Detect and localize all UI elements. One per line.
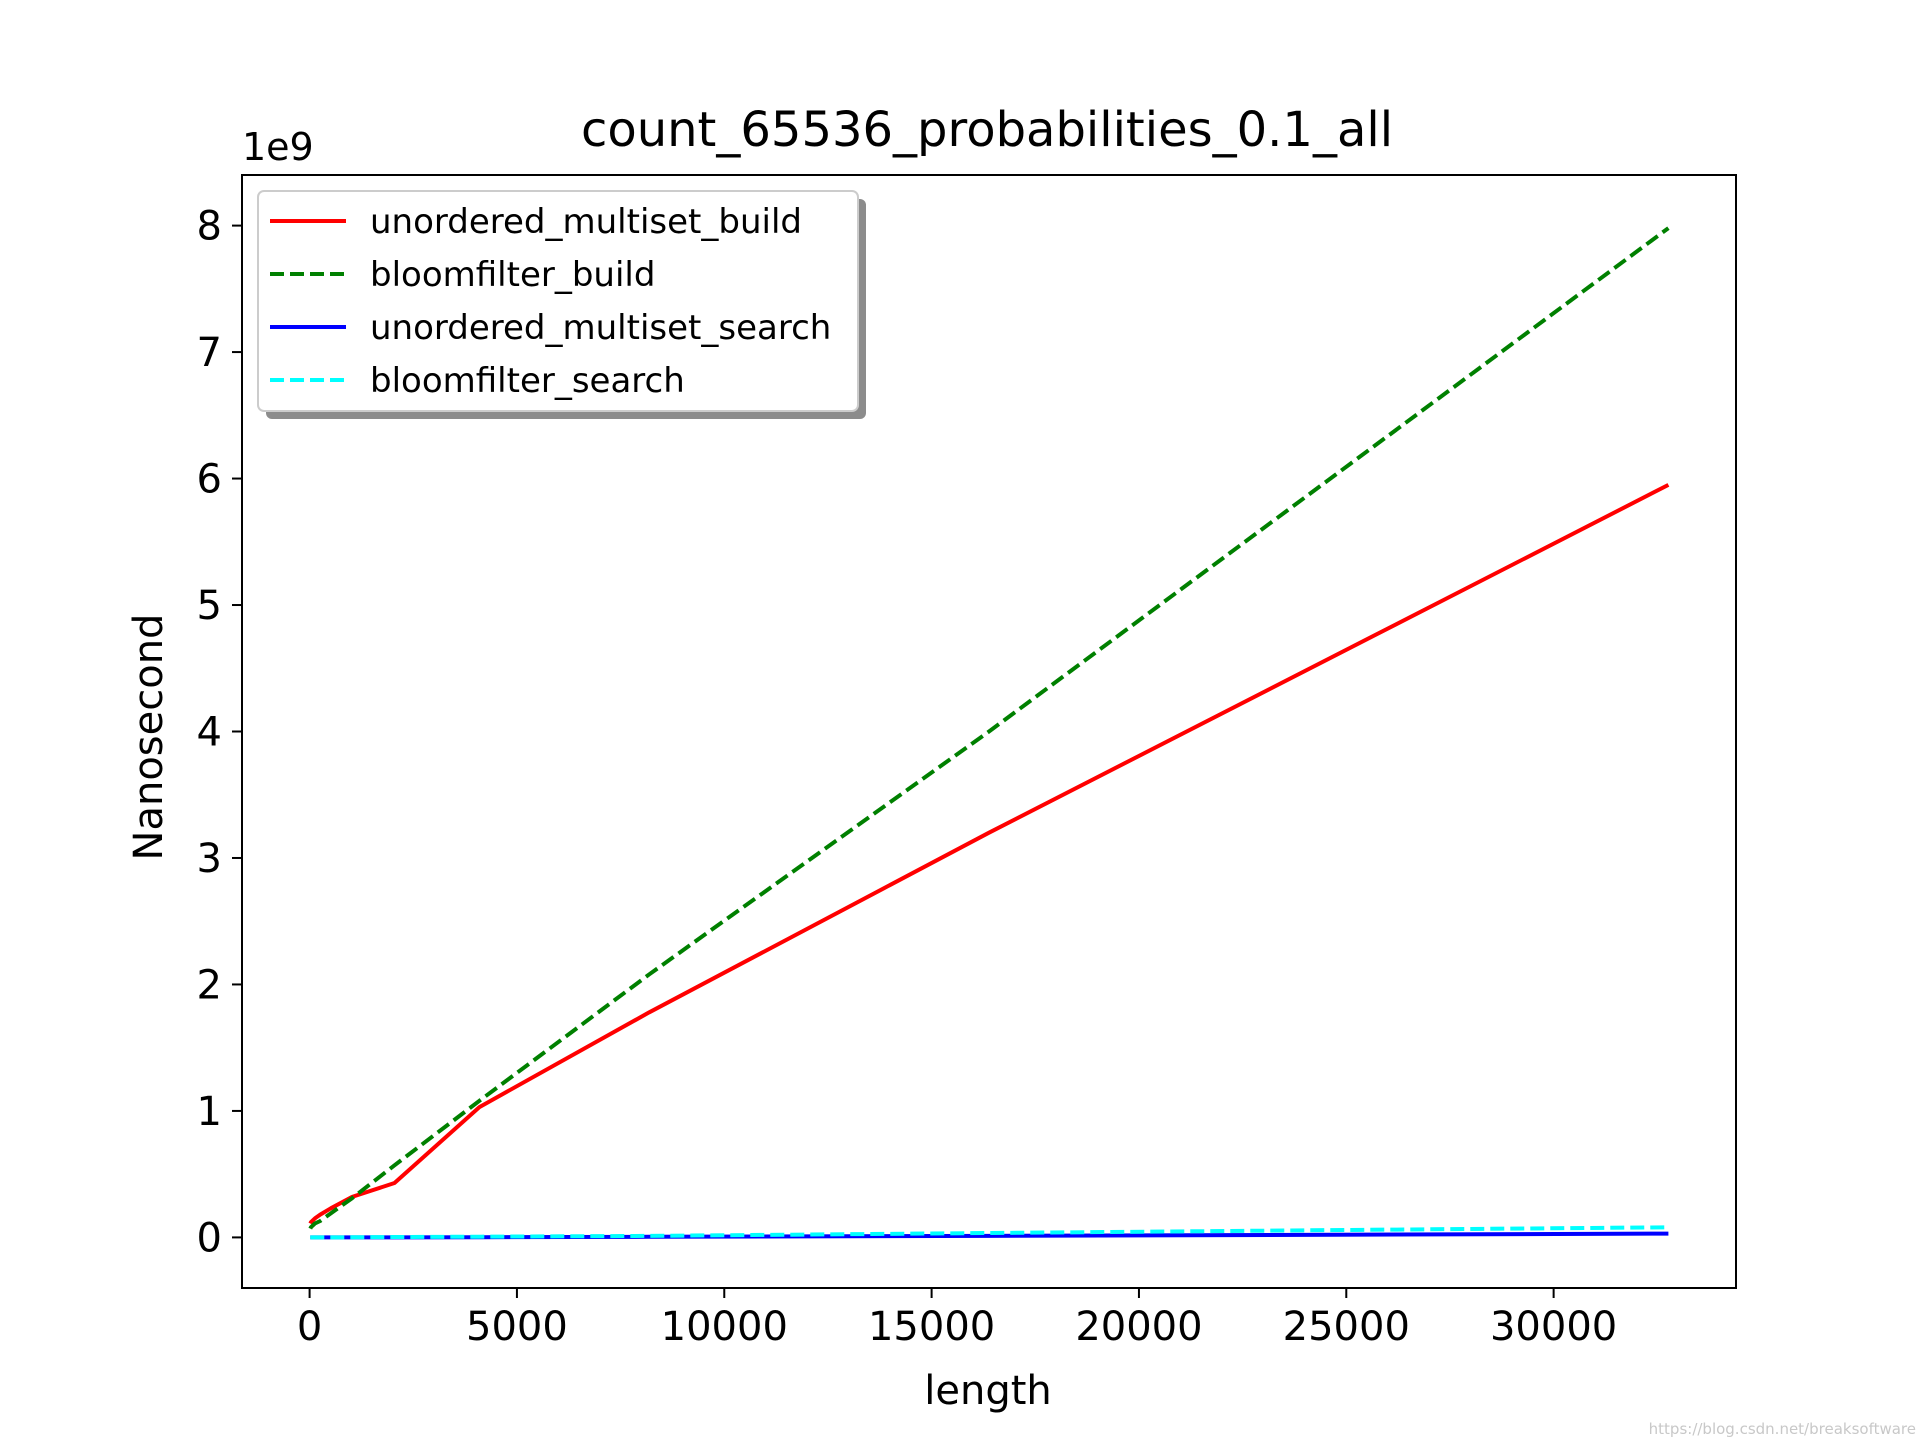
x-tick-label: 20000 [1075, 1304, 1202, 1350]
y-tick-label: 7 [197, 330, 222, 376]
legend-label: unordered_multiset_search [370, 308, 831, 348]
y-axis-offset-label: 1e9 [242, 125, 314, 169]
series-line-unordered-multiset-build [308, 483, 1670, 1225]
y-tick-label: 1 [197, 1089, 222, 1135]
chart-title: count_65536_probabilities_0.1_all [581, 102, 1393, 158]
series-line-bloomfilter-search [308, 1225, 1669, 1240]
x-tick-label: 10000 [661, 1304, 788, 1350]
y-tick-label: 0 [197, 1215, 222, 1261]
x-axis-label: length [924, 1368, 1052, 1414]
y-tick-label: 5 [197, 583, 222, 629]
x-tick-label: 5000 [466, 1304, 568, 1350]
x-tick-label: 25000 [1283, 1304, 1410, 1350]
series-line-bloomfilter-build [308, 226, 1670, 1230]
y-tick-label: 6 [197, 457, 222, 503]
y-tick-label: 4 [197, 710, 222, 756]
watermark-text: https://blog.csdn.net/breaksoftware [1649, 1420, 1916, 1438]
y-tick-label: 8 [197, 204, 222, 250]
x-tick-label: 30000 [1490, 1304, 1617, 1350]
x-tick-label: 15000 [868, 1304, 995, 1350]
legend-label: bloomfilter_build [370, 255, 655, 295]
y-tick-label: 2 [197, 962, 222, 1008]
legend-box [257, 190, 859, 412]
legend-label: bloomfilter_search [370, 361, 685, 401]
y-tick-label: 3 [197, 836, 222, 882]
y-axis-label: Nanosecond [126, 614, 172, 861]
x-tick-label: 0 [297, 1304, 322, 1350]
legend-label: unordered_multiset_build [370, 202, 802, 242]
